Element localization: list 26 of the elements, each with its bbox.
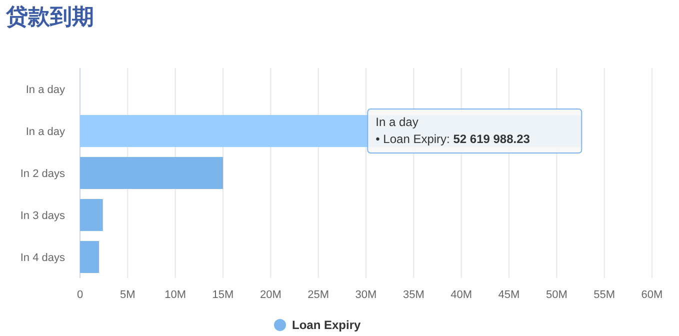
- y-tick-label: In a day: [26, 126, 66, 138]
- x-tick-label: 25M: [308, 289, 330, 301]
- bar: [80, 199, 103, 231]
- x-tick-label: 30M: [355, 289, 377, 301]
- legend-label: Loan Expiry: [292, 318, 362, 332]
- x-tick-label: 45M: [498, 289, 520, 301]
- legend: Loan Expiry: [274, 318, 361, 332]
- x-tick-label: 55M: [594, 289, 616, 301]
- bar: [80, 157, 223, 189]
- tooltip: In a day • Loan Expiry: 52 619 988.23: [367, 108, 582, 154]
- x-tick-label: 15M: [212, 289, 234, 301]
- x-tick-label: 0: [76, 289, 84, 301]
- x-tick-label: 10M: [164, 289, 186, 301]
- y-tick-label: In a day: [26, 84, 66, 96]
- y-tick-label: In 2 days: [20, 168, 66, 180]
- x-tick-label: 35M: [402, 289, 424, 301]
- x-tick-label: 20M: [260, 289, 282, 301]
- annotation: In a day • Loan Expiry: 52 619 988.23: [376, 115, 530, 146]
- x-tick-label: 5M: [120, 289, 136, 301]
- x-tick-label: 60M: [641, 289, 663, 301]
- chart-title: 贷款到期: [5, 4, 94, 29]
- x-tick-label: 50M: [546, 289, 568, 301]
- bar: [80, 241, 100, 273]
- y-tick-label: In 4 days: [20, 252, 66, 264]
- y-tick-label: In 3 days: [20, 210, 66, 222]
- x-tick-label: 40M: [450, 289, 472, 301]
